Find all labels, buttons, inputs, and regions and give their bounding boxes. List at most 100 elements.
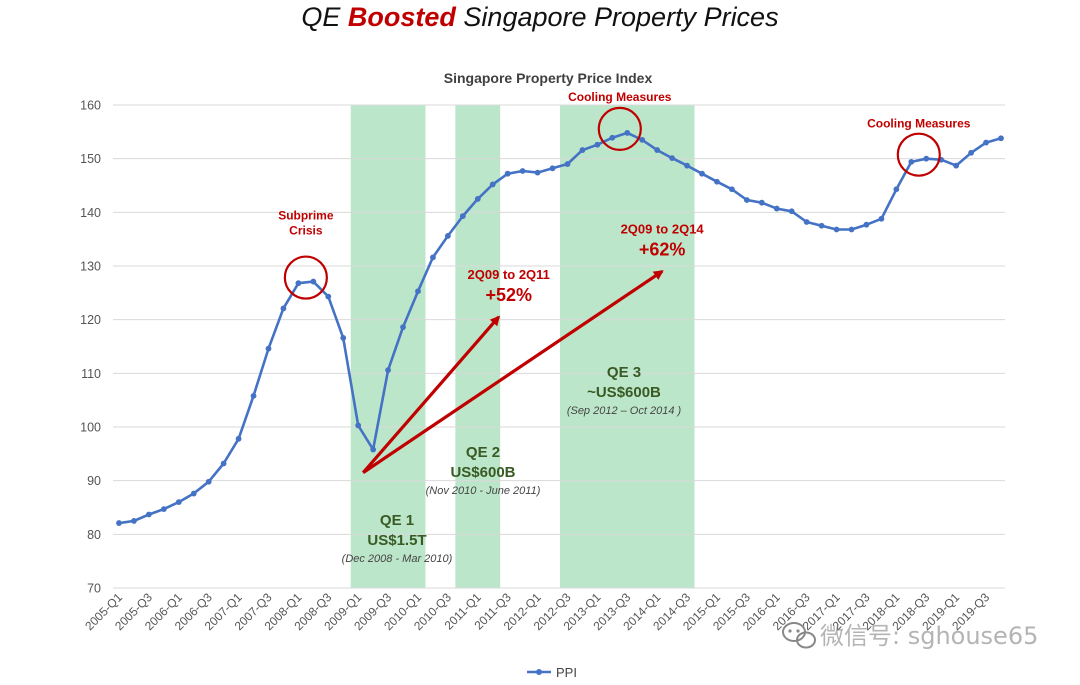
wechat-icon	[782, 622, 816, 649]
data-point	[235, 435, 242, 442]
annotation-label: Cooling Measures	[867, 117, 971, 131]
title-accent: Boosted	[347, 2, 456, 32]
data-point	[415, 288, 421, 295]
data-point	[145, 511, 152, 518]
data-point	[594, 141, 601, 148]
data-point	[624, 130, 631, 136]
qe-period: (Sep 2012 – Oct 2014 )	[567, 405, 682, 417]
y-tick-label: 70	[87, 582, 101, 596]
data-point	[265, 345, 272, 352]
arrow-period-label: 2Q09 to 2Q11	[468, 267, 550, 282]
data-point	[908, 158, 915, 165]
data-point	[579, 147, 586, 153]
qe-band-2	[455, 105, 501, 588]
data-point	[190, 490, 197, 497]
data-point	[459, 213, 466, 219]
arrow-pct-label: +62%	[639, 239, 686, 259]
y-tick-label: 160	[80, 99, 101, 113]
data-point	[654, 147, 661, 153]
data-point	[863, 221, 870, 228]
data-point	[474, 196, 481, 202]
data-point	[250, 392, 257, 399]
data-point	[684, 162, 690, 169]
qe-period: (Nov 2010 - June 2011)	[426, 485, 541, 497]
y-tick-label: 120	[80, 313, 101, 327]
y-tick-label: 130	[80, 260, 101, 274]
chart-title: Singapore Property Price Index	[444, 70, 653, 86]
qe-bands	[350, 105, 695, 588]
data-point	[504, 170, 511, 177]
qe-band-1	[350, 105, 426, 588]
data-point	[803, 219, 810, 225]
arrow-period-label: 2Q09 to 2Q14	[621, 221, 705, 236]
data-point	[564, 161, 571, 167]
data-point	[325, 293, 332, 300]
qe-amount: US$600B	[450, 464, 515, 481]
data-point	[968, 149, 975, 156]
annotation-circle	[283, 255, 328, 300]
qe-period: (Dec 2008 - Mar 2010)	[342, 553, 453, 565]
title-prefix: QE	[301, 2, 348, 32]
data-point	[669, 155, 676, 162]
data-point	[953, 162, 960, 169]
annotation-label: Cooling Measures	[568, 90, 672, 104]
growth-arrow	[361, 315, 501, 474]
data-point	[773, 205, 780, 212]
ppi-series	[116, 130, 1004, 526]
watermark: 微信号: sghouse65	[782, 622, 1038, 650]
data-point	[295, 280, 302, 287]
data-point	[714, 178, 720, 185]
data-point	[758, 199, 765, 206]
data-point	[519, 168, 526, 174]
data-point	[699, 170, 705, 177]
data-point	[534, 169, 541, 176]
y-tick-label: 110	[81, 367, 101, 381]
data-point	[400, 324, 406, 331]
qe-label: QE 1	[380, 512, 414, 529]
data-point	[340, 335, 347, 341]
data-point	[893, 186, 900, 193]
y-tick-label: 90	[87, 474, 101, 488]
page-title: QE Boosted Singapore Property Prices	[0, 2, 1080, 33]
y-tick-label: 150	[80, 152, 101, 166]
data-point	[160, 506, 167, 513]
data-point	[609, 134, 616, 141]
data-point	[729, 186, 735, 193]
data-point	[370, 446, 377, 453]
data-point	[788, 208, 795, 215]
annotation-circle	[896, 132, 941, 177]
data-point	[175, 499, 182, 506]
qe-label: QE 2	[466, 444, 500, 461]
data-point	[205, 478, 212, 485]
y-tick-label: 140	[80, 206, 101, 220]
data-point	[923, 155, 930, 162]
arrow-pct-label: +52%	[485, 285, 532, 305]
qe-band-3	[560, 105, 695, 588]
qe-label: QE 3	[607, 364, 641, 381]
data-point	[833, 226, 840, 233]
data-point	[116, 520, 122, 526]
data-point	[489, 181, 496, 188]
data-point	[355, 422, 362, 429]
title-suffix: Singapore Property Prices	[455, 2, 779, 32]
data-point	[743, 197, 750, 203]
legend-marker	[536, 669, 542, 675]
data-point	[444, 233, 451, 239]
watermark-text: 微信号: sghouse65	[820, 622, 1038, 650]
data-point	[430, 254, 436, 261]
growth-arrow	[362, 270, 664, 474]
data-point	[818, 222, 825, 229]
data-point	[983, 139, 989, 146]
data-point	[280, 305, 287, 312]
qe-amount: US$1.5T	[367, 532, 426, 549]
data-point	[385, 367, 391, 374]
y-tick-label: 100	[80, 421, 101, 435]
data-point	[998, 135, 1004, 142]
y-tick-label: 80	[87, 528, 101, 542]
data-point	[848, 226, 855, 233]
data-point	[310, 278, 317, 285]
legend-label-ppi: PPI	[556, 665, 577, 680]
annotation-label: Crisis	[289, 224, 323, 238]
